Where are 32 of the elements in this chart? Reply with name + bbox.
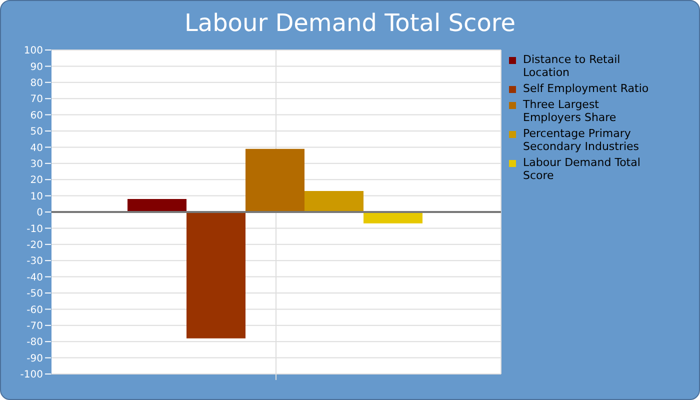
y-tick-label: 50 [30,126,43,138]
y-tick-label: -90 [26,353,43,364]
y-tick-label: 100 [24,46,43,57]
y-tick-label: -60 [26,304,43,316]
legend-label: Distance to Retail Location [523,53,622,79]
y-tick-label: -100 [20,370,43,381]
y-tick-label: -30 [26,256,43,268]
y-tick-label: 10 [30,191,43,202]
legend-label: Three Largest Employers Share [523,98,618,124]
y-tick-label: 30 [30,158,43,170]
y-tick-label: -70 [26,320,43,332]
y-tick-label: 0 [36,208,43,219]
bar [186,212,246,338]
bar [364,212,422,224]
y-tick-label: -80 [26,337,43,348]
y-tick-label: 80 [30,78,43,89]
y-tick-label: 40 [30,142,43,154]
y-tick-label: -40 [26,272,43,284]
y-tick-label: 70 [30,94,43,106]
y-tick-label: -20 [26,240,43,251]
legend-label: Labour Demand Total Score [523,156,642,182]
bar [304,190,364,212]
y-tick-label: 20 [30,175,43,186]
legend-label: Percentage Primary Secondary Industries [523,127,640,153]
chart-title: Labour Demand Total Score [183,9,516,37]
y-tick-label: -10 [26,224,43,235]
legend-label: Self Employment Ratio [523,82,650,95]
bar [128,199,186,212]
y-tick-label: 60 [30,110,43,122]
bar [246,148,304,212]
y-tick-label: 90 [30,62,43,73]
y-tick-label: -50 [26,288,43,300]
